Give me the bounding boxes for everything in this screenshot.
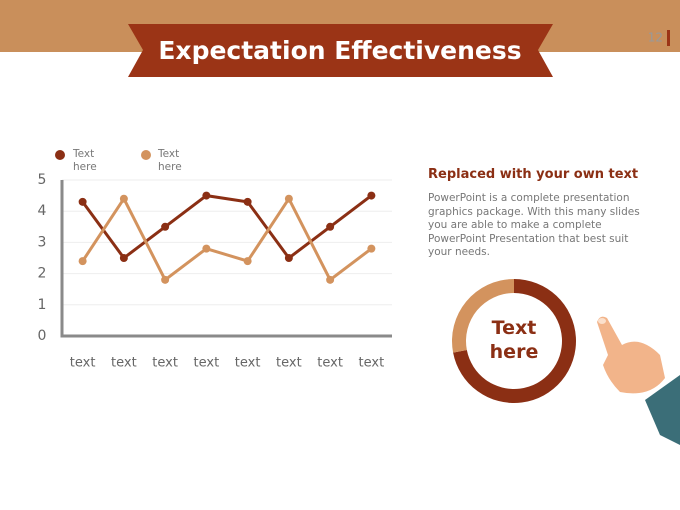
hand (597, 316, 665, 394)
axis-line (60, 180, 392, 338)
x-tick-label: text (317, 356, 343, 371)
y-tick-label: 5 (38, 172, 47, 188)
legend-marker (55, 150, 65, 160)
legend-label: Text here (73, 148, 97, 173)
y-tick-label: 0 (38, 328, 47, 344)
x-tick-label: text (111, 356, 137, 371)
data-point (243, 257, 252, 266)
data-point (202, 244, 211, 253)
x-tick-label: text (235, 356, 261, 371)
data-point (161, 275, 170, 284)
data-point (367, 244, 376, 253)
fingernail (598, 318, 606, 324)
x-tick-label: text (194, 356, 220, 371)
data-point (326, 222, 335, 231)
series-line (81, 195, 373, 283)
data-point (284, 254, 293, 262)
donut-label: Text here (489, 317, 539, 363)
x-tick-label: text (152, 356, 178, 371)
y-tick-label: 4 (38, 203, 47, 219)
y-tick-label: 1 (38, 297, 47, 313)
plot: 0 1 2 3 4 5 text text text text text text text text (38, 150, 576, 403)
series-line (81, 194, 373, 261)
legend-marker (141, 150, 151, 160)
x-tick-label: text (70, 356, 96, 371)
donut-segment (452, 279, 514, 353)
text-body: PowerPoint is a complete presentation gr… (428, 192, 640, 258)
page-number-bar (667, 30, 670, 46)
y-tick-label: 3 (38, 234, 47, 250)
data-point (284, 194, 293, 203)
legend-label: Text here (158, 148, 182, 173)
y-tick-label: 2 (38, 266, 47, 282)
x-tick-label: text (276, 356, 302, 371)
page-number: 12 (648, 31, 663, 45)
data-point (243, 197, 252, 206)
x-tick-label: text (359, 356, 385, 371)
sleeve (645, 375, 680, 445)
text-heading: Replaced with your own text (428, 167, 639, 182)
data-point (119, 254, 128, 262)
title-ribbon (128, 24, 553, 77)
slide-title: Expectation Effectiveness (158, 36, 521, 65)
data-point (367, 191, 376, 200)
data-point (78, 257, 87, 266)
data-point (326, 275, 335, 284)
data-point (119, 194, 128, 203)
data-point (161, 222, 170, 231)
data-point (202, 191, 211, 200)
data-point (78, 197, 87, 206)
